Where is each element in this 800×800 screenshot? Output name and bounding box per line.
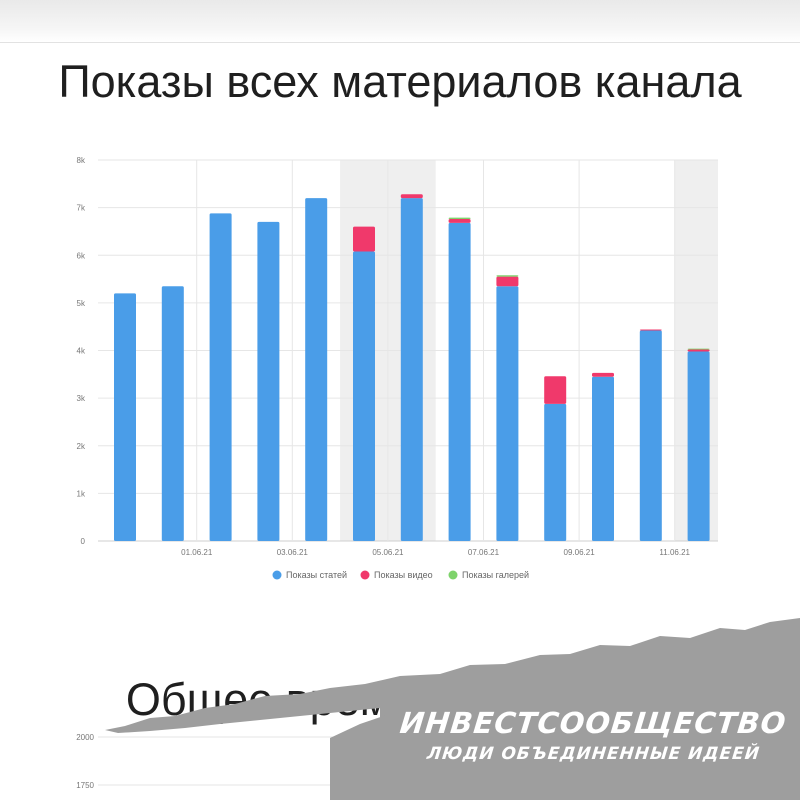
legend-marker (360, 570, 370, 580)
brand-logo-tagline: ЛЮДИ ОБЪЕДИНЕННЫЕ ИДЕЕЙ (425, 744, 762, 764)
y-tick-label: 3k (77, 394, 86, 403)
bar-articles (687, 351, 710, 541)
bar-video (448, 219, 471, 223)
bar-articles (400, 198, 423, 541)
bar-video (639, 329, 662, 331)
chart-title-impressions: Показы всех материалов канала (0, 58, 800, 106)
bar-articles (544, 403, 567, 541)
y-tick-label: 5k (77, 299, 86, 308)
y-axis-ticks: 0 1k 2k 3k 4k 5k 6k 7k 8k (77, 156, 86, 546)
bar-gallery (448, 217, 471, 220)
legend-marker (448, 570, 458, 580)
brush-stroke-edge (330, 680, 620, 800)
bar-gallery (687, 348, 710, 350)
bar-articles (209, 213, 232, 541)
bar-video (687, 349, 710, 352)
x-tick-label: 05.06.21 (372, 548, 404, 557)
y-tick-label: 1k (77, 489, 86, 498)
bar-articles (305, 198, 328, 541)
bar-articles (353, 251, 375, 541)
chart-title-text: Показы всех материалов канала (58, 56, 742, 107)
legend-label: Показы статей (286, 570, 347, 580)
bar-articles (257, 221, 280, 541)
x-tick-label: 11.06.21 (659, 548, 690, 557)
top-bar (0, 0, 800, 43)
legend: Показы статей Показы видео Показы галерей (272, 570, 529, 580)
legend-marker (272, 570, 282, 580)
x-tick-label: 01.06.21 (181, 548, 213, 557)
y-tick-label: 6k (77, 251, 86, 260)
y-tick-label: 4k (77, 347, 86, 356)
y-tick-label: 7k (77, 204, 86, 213)
bar-articles (496, 286, 519, 541)
bar-articles (161, 286, 184, 541)
brand-logo-name: ИНВЕСТСООБЩЕСТВО (398, 706, 789, 740)
bars (114, 194, 710, 542)
bar-articles (592, 376, 614, 541)
bar-video (496, 276, 519, 287)
bar-gallery (496, 275, 519, 277)
bar-video (592, 372, 614, 377)
y-tick-label: 2k (77, 442, 86, 451)
x-tick-label: 09.06.21 (564, 548, 596, 557)
watch-time-y-tick-label: 2000 (76, 733, 94, 742)
legend-label: Показы видео (374, 570, 433, 580)
y-tick-label: 8k (77, 156, 86, 165)
x-tick-label: 03.06.21 (277, 548, 309, 557)
bar-video (544, 376, 567, 404)
watch-time-y-tick-label: 1750 (76, 781, 94, 790)
y-tick-label: 0 (81, 537, 86, 546)
legend-label: Показы галерей (462, 570, 529, 580)
x-tick-label: 07.06.21 (468, 548, 500, 557)
watch-time-y-ticks: 1750 2000 (76, 733, 94, 790)
bar-articles (448, 222, 471, 542)
bar-video (400, 194, 423, 199)
bar-articles (639, 330, 662, 541)
bar-video (353, 226, 375, 252)
impressions-chart: 0 1k 2k 3k 4k 5k 6k 7k 8k 01.06.21 03.06.21 05.06.… (77, 156, 718, 580)
bar-articles (114, 293, 136, 541)
x-axis-ticks: 01.06.21 03.06.21 05.06.21 07.06.21 09.06.21… (181, 548, 690, 557)
